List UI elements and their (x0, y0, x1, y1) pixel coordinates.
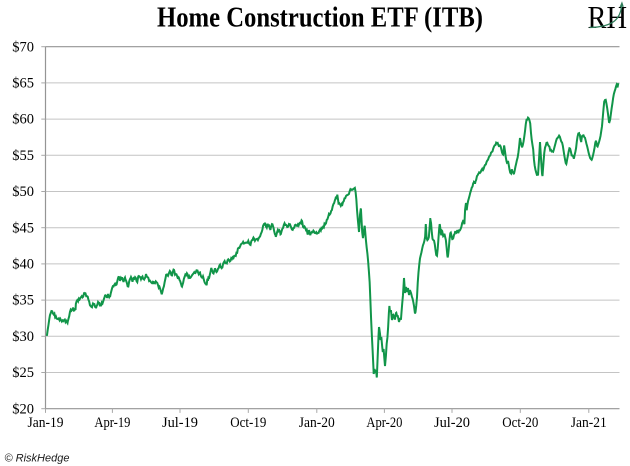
svg-text:$50: $50 (12, 184, 34, 200)
svg-text:Jan-19: Jan-19 (28, 415, 64, 431)
svg-text:$30: $30 (12, 329, 34, 345)
svg-text:$65: $65 (12, 76, 34, 92)
svg-text:$45: $45 (12, 220, 34, 236)
svg-text:Oct-19: Oct-19 (230, 415, 266, 431)
svg-text:Jul-19: Jul-19 (162, 415, 198, 431)
svg-text:Apr-20: Apr-20 (366, 415, 402, 431)
svg-text:Jan-20: Jan-20 (299, 415, 335, 431)
svg-text:$40: $40 (12, 257, 34, 273)
svg-text:Jul-20: Jul-20 (434, 415, 470, 431)
svg-text:Apr-19: Apr-19 (94, 415, 130, 431)
svg-text:$60: $60 (12, 112, 34, 128)
svg-text:© RiskHedge: © RiskHedge (5, 453, 70, 465)
svg-text:$55: $55 (12, 148, 34, 164)
svg-text:$20: $20 (12, 401, 34, 417)
svg-text:$35: $35 (12, 293, 34, 309)
svg-text:Oct-20: Oct-20 (502, 415, 538, 431)
svg-text:$25: $25 (12, 365, 34, 381)
svg-text:Home Construction ETF (ITB): Home Construction ETF (ITB) (157, 1, 483, 33)
svg-text:$70: $70 (12, 39, 34, 55)
svg-text:Jan-21: Jan-21 (571, 415, 607, 431)
